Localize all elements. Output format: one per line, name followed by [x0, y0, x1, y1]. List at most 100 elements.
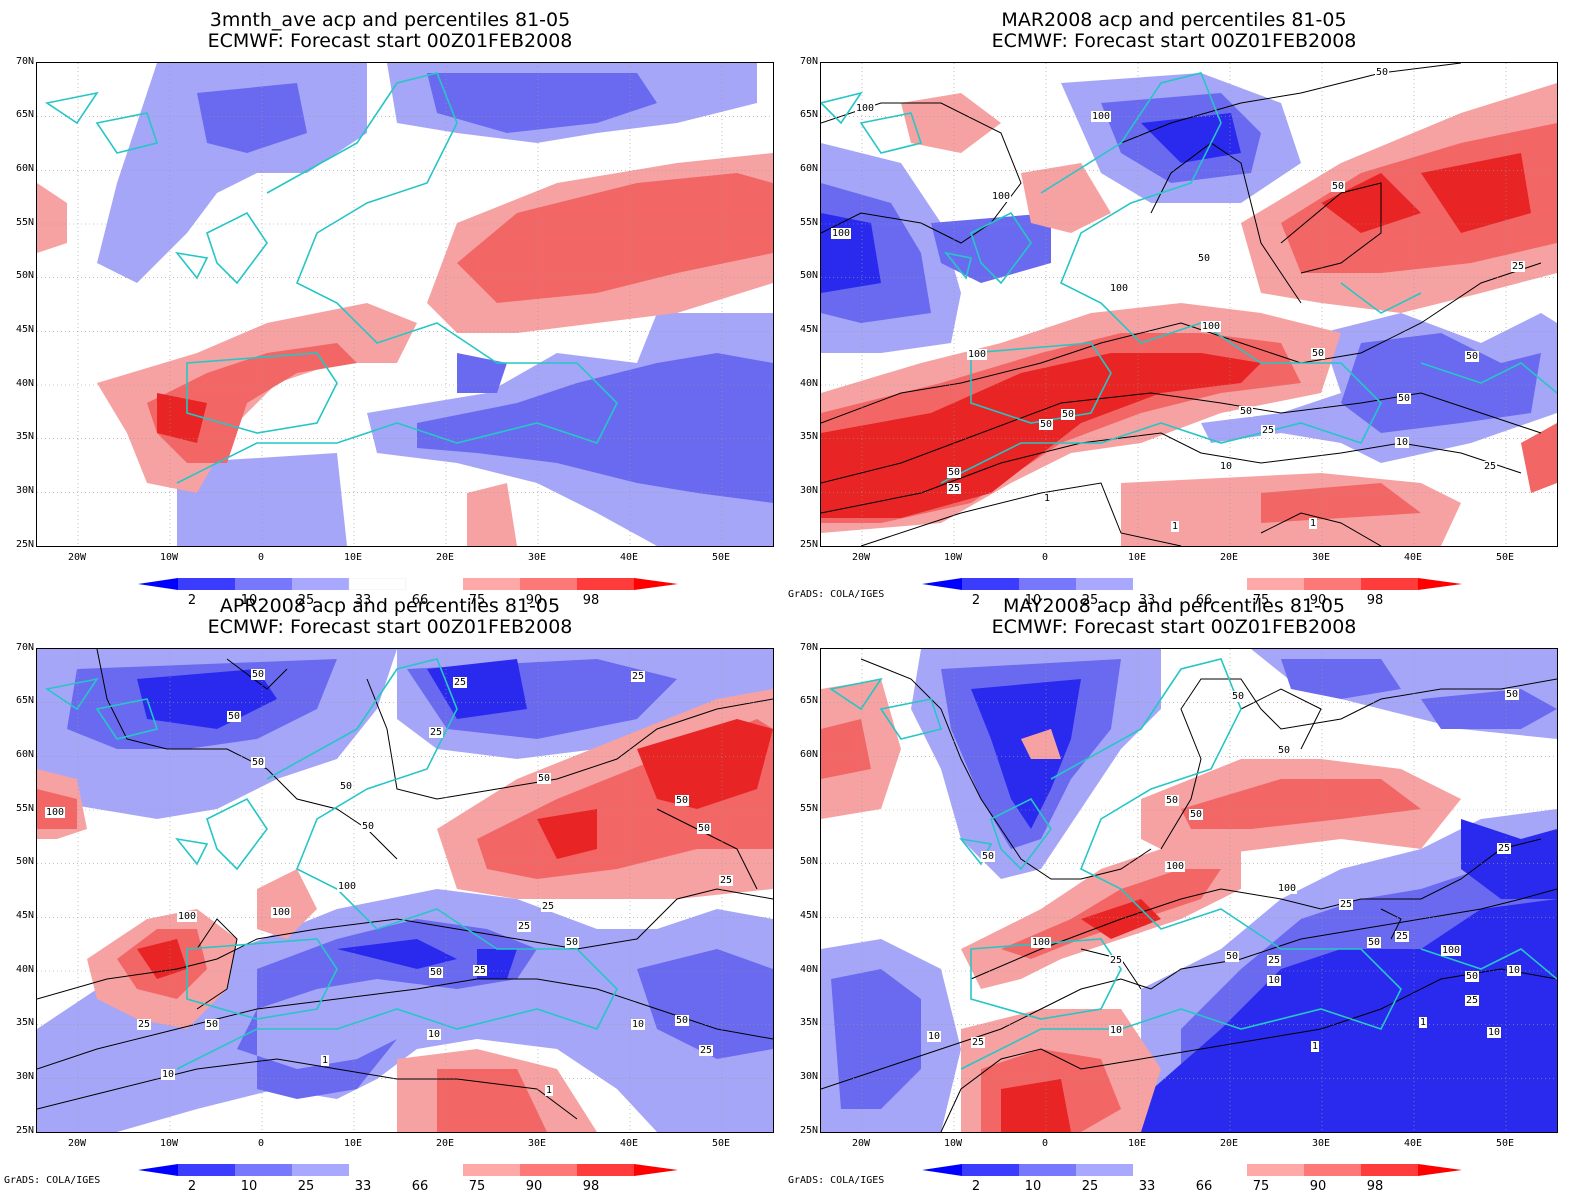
contour-label: 50: [205, 1019, 220, 1030]
contour-label: 50: [981, 851, 996, 862]
precip-above-region: [467, 483, 517, 546]
lat-label: 40N: [799, 378, 818, 389]
contour-label: 10: [927, 1031, 942, 1042]
lon-label: 20E: [1219, 552, 1239, 563]
coastline: [44, 658, 618, 1070]
contour-label: 50: [1505, 689, 1520, 700]
lon-label: 0: [257, 1138, 265, 1149]
lon-label: 30E: [1311, 1138, 1331, 1149]
contour-label: 50: [537, 773, 552, 784]
contour-label: 10: [631, 1019, 646, 1030]
precip-below-region: [137, 669, 277, 729]
panel-subtitle: ECMWF: Forecast start 00Z01FEB2008: [991, 30, 1357, 52]
contour-label: 25: [1267, 955, 1282, 966]
lon-label: 40E: [619, 1138, 639, 1149]
contour-label: 100: [1031, 937, 1052, 948]
colorbar-label: 10: [240, 593, 258, 608]
precip-below-region: [1461, 819, 1557, 899]
contour-label: 25: [137, 1019, 152, 1030]
contour-label: 25: [699, 1045, 714, 1056]
colorbar-label: 25: [297, 593, 315, 608]
lon-label: 20W: [67, 1138, 87, 1149]
precip-above-region: [1321, 153, 1531, 233]
colorbar-label: 10: [1024, 1179, 1042, 1194]
lon-label: 50E: [1495, 1138, 1515, 1149]
contour-label: 1: [545, 1085, 554, 1096]
lon-label: 10E: [1127, 1138, 1147, 1149]
lat-label: 55N: [799, 803, 818, 814]
contour-label: 10: [1507, 965, 1522, 976]
contour-label: 25: [1339, 899, 1354, 910]
colorbar-label: 98: [1366, 1179, 1384, 1194]
lat-label: 30N: [799, 1071, 818, 1082]
map-svg: [821, 63, 1557, 546]
map-panel-3month: 3mnth_ave acp and percentiles 81-05 ECMW…: [0, 0, 774, 607]
colorbar-label: 10: [240, 1179, 258, 1194]
map-panel-apr2008: APR2008 acp and percentiles 81-05 ECMWF:…: [0, 586, 774, 1193]
contour-label: 50: [1189, 809, 1204, 820]
contour-label: 50: [675, 1015, 690, 1026]
contour-label: 50: [251, 669, 266, 680]
colorbar-label: 98: [582, 1179, 600, 1194]
lon-label: 30E: [1311, 552, 1331, 563]
contour-line: [860, 482, 1182, 546]
contour-line: [1160, 678, 1557, 850]
lat-label: 70N: [799, 642, 818, 653]
contour-label: 25: [1511, 261, 1526, 272]
panel-subtitle: ECMWF: Forecast start 00Z01FEB2008: [207, 616, 573, 638]
lon-label: 40E: [1403, 1138, 1423, 1149]
lon-label: 0: [257, 552, 265, 563]
lat-label: 40N: [15, 378, 34, 389]
contour-label: 25: [1395, 931, 1410, 942]
contour-label: 50: [1331, 181, 1346, 192]
precip-below-region: [197, 83, 307, 153]
contour-label: 1: [1419, 1017, 1428, 1028]
lat-label: 45N: [15, 910, 34, 921]
colorbar-label: 25: [1081, 593, 1099, 608]
precip-above-region: [901, 93, 1001, 153]
lat-label: 70N: [15, 56, 34, 67]
contour-label: 50: [697, 823, 712, 834]
contour-label: 100: [1201, 321, 1222, 332]
precip-below-region: [931, 213, 1051, 283]
map-panel-may2008: MAY2008 acp and percentiles 81-05 ECMWF:…: [784, 586, 1558, 1193]
colorbar-label: 33: [1138, 1179, 1156, 1194]
colorbar-label: 75: [1252, 593, 1270, 608]
colorbar-label: 66: [411, 593, 429, 608]
lat-label: 25N: [799, 539, 818, 550]
contour-line: [821, 262, 1542, 424]
lon-label: 0: [1041, 1138, 1049, 1149]
colorbar-label: 2: [187, 593, 197, 608]
lon-label: 50E: [1495, 552, 1515, 563]
precip-below-region: [337, 939, 517, 979]
lon-label: 20E: [435, 552, 455, 563]
lat-label: 30N: [799, 485, 818, 496]
lat-label: 60N: [15, 163, 34, 174]
contour-label: 50: [1397, 393, 1412, 404]
grid-lines: [37, 63, 773, 546]
contour-label: 100: [967, 349, 988, 360]
contour-line: [1280, 182, 1382, 274]
contour-label: 100: [177, 911, 198, 922]
precip-above-region: [1001, 1079, 1071, 1132]
software-credit: GrADS: COLA/IGES: [788, 589, 885, 600]
lat-label: 55N: [799, 217, 818, 228]
colorbar-label: 98: [582, 593, 600, 608]
lat-label: 40N: [15, 964, 34, 975]
contour-label: 50: [1375, 67, 1390, 78]
lat-label: 35N: [15, 431, 34, 442]
map-area: 50 50 50 50 50 50 100 100 100 25 25 50 2…: [820, 648, 1558, 1133]
precip-above-region: [1021, 163, 1111, 233]
contour-label: 50: [1061, 409, 1076, 420]
contour-label: 25: [631, 671, 646, 682]
contour-line: [1260, 512, 1382, 546]
contour-label: 100: [271, 907, 292, 918]
contour-label: 25: [1497, 843, 1512, 854]
contour-label: 50: [675, 795, 690, 806]
colorbar-label: 25: [1081, 1179, 1099, 1194]
grid-lines: [37, 649, 773, 1132]
map-svg: [37, 63, 773, 546]
map-svg: [37, 649, 773, 1132]
contour-label: 25: [517, 921, 532, 932]
panel-subtitle: ECMWF: Forecast start 00Z01FEB2008: [991, 616, 1357, 638]
